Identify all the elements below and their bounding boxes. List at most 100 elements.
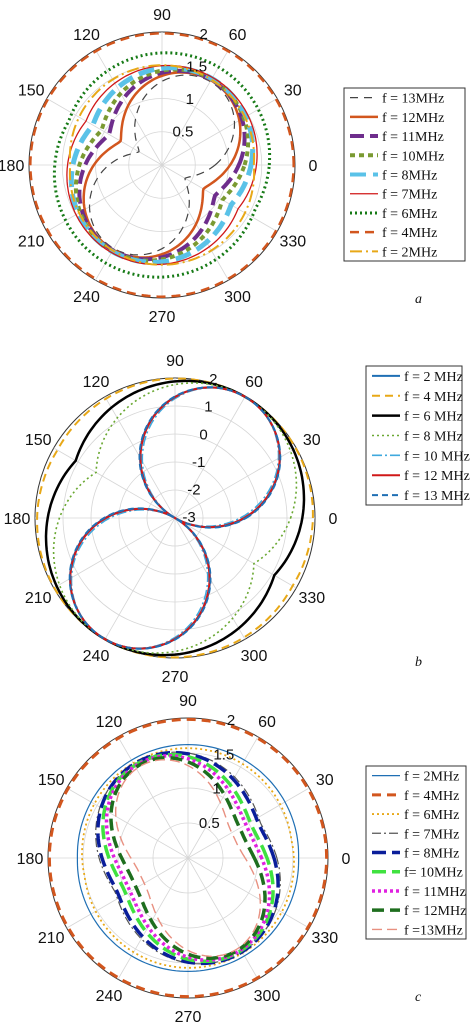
- legend-label: f = 6MHz: [404, 808, 459, 823]
- angle-tick-label: 270: [162, 669, 189, 686]
- angle-tick-label: 240: [96, 988, 123, 1005]
- grid-spoke: [66, 787, 189, 859]
- angle-tick-label: 0: [309, 158, 318, 175]
- angle-tick-label: 210: [18, 234, 45, 251]
- series-line-8: [29, 32, 295, 298]
- grid-spoke: [95, 49, 163, 166]
- radial-tick-label: -1: [192, 454, 205, 471]
- legend-label: f = 4MHz: [404, 789, 459, 804]
- angle-tick-label: 60: [229, 27, 247, 44]
- radial-tick-label: 0: [199, 426, 207, 443]
- angle-tick-label: 60: [245, 374, 263, 391]
- grid-spoke: [161, 164, 278, 232]
- legend-a: f = 13MHz f = 12MHz f = 11MHz f = 10MHz f = …: [343, 87, 466, 262]
- angle-tick-label: 270: [175, 1009, 202, 1024]
- angle-tick-label: 120: [83, 374, 110, 391]
- tick-labels-c: 0 30 60 90 120 150 180 210 240 270 300 330 0.5 1 1.5 2: [17, 693, 351, 1024]
- angle-tick-label: 30: [303, 432, 321, 449]
- grid-spoke: [53, 447, 176, 519]
- grid-spoke: [46, 164, 163, 232]
- legend-label: f = 6 MHz: [404, 410, 463, 425]
- series-line-3: [77, 68, 247, 262]
- polar-chart-a: 03060901201501802102402703003300.511.52 …: [0, 7, 466, 326]
- grid-spoke: [117, 736, 189, 859]
- legend-label: f = 7MHz: [382, 188, 437, 203]
- polar-chart-b: 0306090120150180210240270300330210-1-2-3…: [4, 353, 470, 686]
- angle-tick-label: 330: [298, 590, 325, 607]
- radial-tick-label: 0.5: [199, 815, 220, 832]
- radial-tick-label: 1: [212, 781, 220, 798]
- legend-label: f = 12MHz: [404, 904, 466, 919]
- panel-label-c: c: [415, 990, 422, 1005]
- radial-tick-label: 0.5: [172, 124, 193, 141]
- grid-spoke: [66, 857, 189, 929]
- legend-label: f = 8MHz: [404, 847, 459, 862]
- radial-tick-label: -2: [187, 481, 200, 498]
- radial-tick-label: 2: [200, 26, 208, 43]
- series-line-5: [68, 65, 256, 265]
- legend-label: f = 8 MHz: [404, 430, 463, 445]
- grid-spoke: [46, 98, 163, 166]
- legend-label: f = 11MHz: [382, 130, 444, 145]
- legend-label: f = 2MHz: [382, 245, 437, 260]
- radial-tick-label: 2: [209, 371, 217, 388]
- series-line-9: [115, 758, 261, 958]
- series-line-8: [109, 756, 267, 960]
- angle-tick-label: 120: [73, 27, 100, 44]
- grid-spoke: [53, 517, 176, 589]
- grid-spoke: [161, 98, 278, 166]
- angle-tick-label: 240: [73, 289, 100, 306]
- radial-tick-label: 1: [204, 399, 212, 416]
- grid-spoke: [187, 857, 259, 980]
- legend-label: f = 13 MHz: [404, 489, 470, 504]
- legend-label: f = 13MHz: [382, 92, 444, 107]
- grid-spoke: [161, 164, 229, 281]
- series-line-1: [88, 74, 236, 256]
- panel-label-b: b: [415, 655, 422, 670]
- radial-tick-label: 2: [227, 712, 235, 729]
- grid-spoke: [95, 164, 163, 281]
- legend-b: f = 2 MHz f = 4 MHz f = 6 MHz f = 8 MHz f = …: [365, 365, 470, 506]
- angle-tick-label: 180: [17, 851, 44, 868]
- angle-tick-label: 210: [25, 590, 52, 607]
- tick-labels-a: 0 30 60 90 120 150 180 210 240 270 300 330 0.5 1 1.5 2: [0, 7, 318, 326]
- panel-label-a: a: [415, 292, 422, 307]
- series-line-2: [47, 717, 329, 999]
- legend-label: f = 10MHz: [382, 149, 444, 164]
- radial-tick-label: 1.5: [186, 58, 207, 75]
- series-line-9: [68, 64, 256, 266]
- angle-tick-label: 90: [166, 353, 184, 370]
- radial-tick-label: 1.5: [213, 746, 234, 763]
- angle-tick-label: 90: [179, 693, 197, 710]
- series-group-c: [47, 717, 329, 999]
- angle-tick-label: 30: [284, 83, 302, 100]
- angle-tick-label: 270: [149, 309, 176, 326]
- angle-tick-label: 0: [329, 511, 338, 528]
- radial-tick-label: 1: [186, 91, 194, 108]
- series-line-1: [76, 743, 300, 973]
- series-group-b: [36, 377, 314, 659]
- polar-grid-a: [28, 31, 296, 299]
- legend-label: f = 10 MHz: [404, 449, 470, 464]
- angle-tick-label: 210: [38, 930, 65, 947]
- series-line-6: [66, 64, 258, 266]
- angle-tick-label: 150: [25, 432, 52, 449]
- grid-spoke: [187, 857, 310, 929]
- legend-label: f =13MHz: [404, 923, 463, 938]
- legend-label: f = 2 MHz: [404, 370, 463, 385]
- legend-c: f = 2MHz f = 4MHz f = 6MHz f = 7MHz f = 8MHz…: [365, 765, 467, 940]
- angle-tick-label: 300: [224, 289, 251, 306]
- legend-label: f = 4MHz: [382, 226, 437, 241]
- grid-spoke: [161, 49, 229, 166]
- angle-tick-label: 180: [0, 158, 24, 175]
- angle-tick-label: 240: [83, 648, 110, 665]
- legend-label: f = 12 MHz: [404, 469, 470, 484]
- legend-label: f = 4 MHz: [404, 390, 463, 405]
- legend-label: f = 8MHz: [382, 169, 437, 184]
- grid-spoke: [174, 517, 297, 589]
- series-group-a: [29, 32, 295, 298]
- angle-tick-label: 180: [4, 511, 31, 528]
- angle-tick-label: 90: [153, 7, 171, 24]
- angle-tick-label: 120: [96, 714, 123, 731]
